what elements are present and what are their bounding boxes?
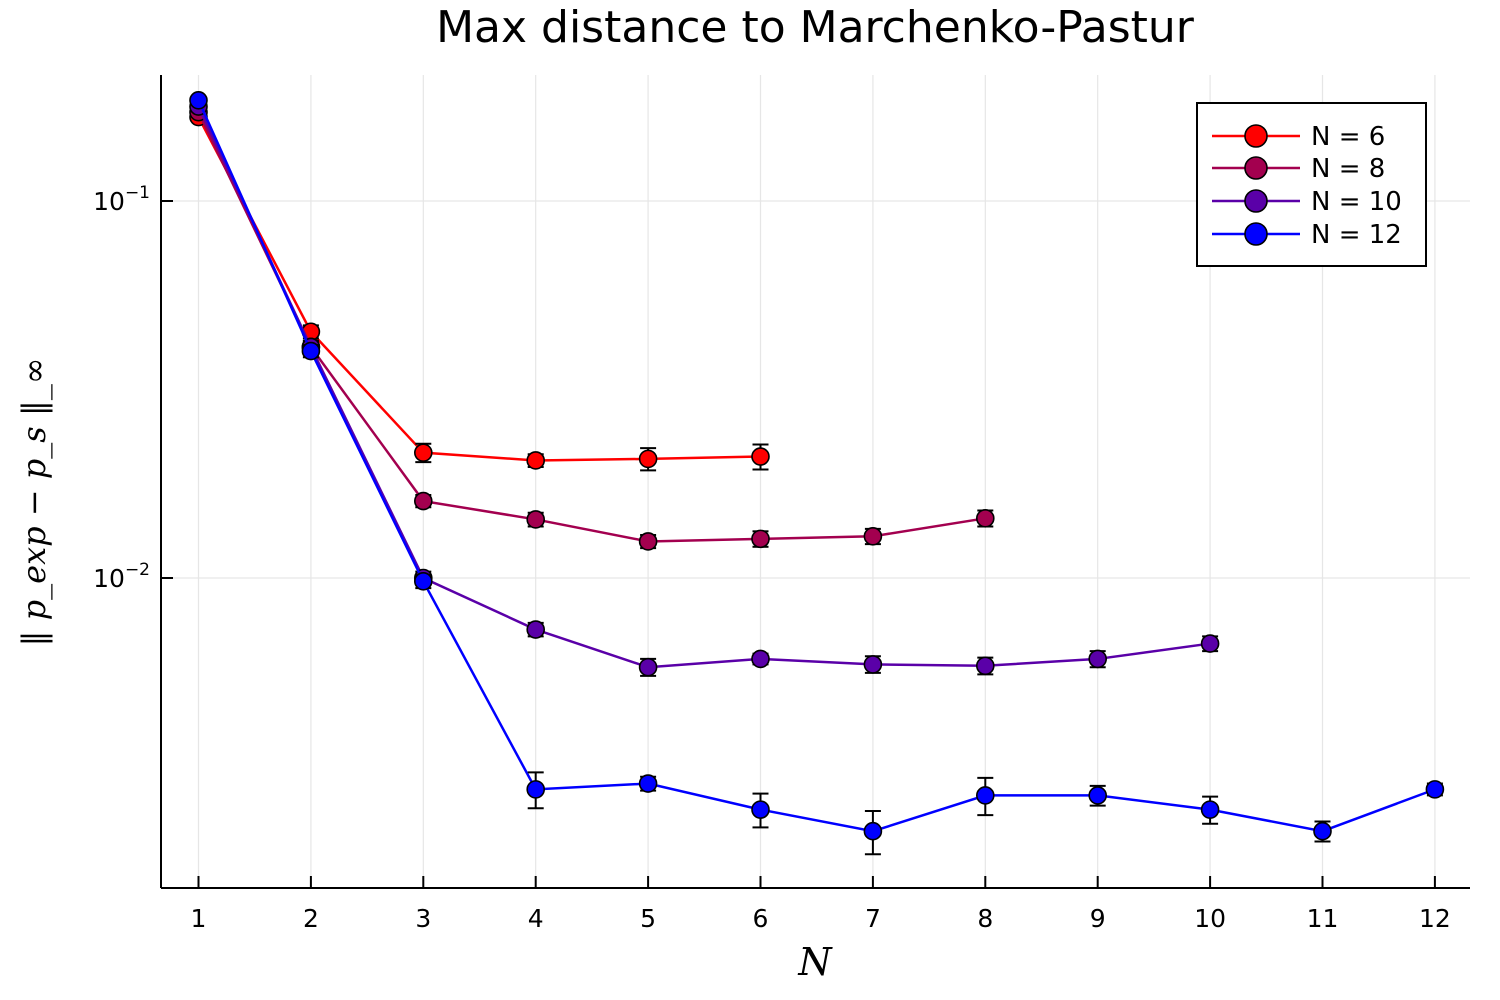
- legend-marker: [1244, 124, 1268, 148]
- axes: [160, 75, 1470, 889]
- x-tick-label: 1: [191, 904, 207, 933]
- y-axis-label: ‖ p_exp − p_s ‖_∞: [15, 357, 53, 646]
- series: [189, 90, 1445, 856]
- data-point: [526, 510, 546, 529]
- data-point: [975, 508, 995, 528]
- legend-label: N = 8: [1311, 154, 1385, 184]
- legend-marker: [1244, 222, 1268, 246]
- data-point: [863, 655, 883, 674]
- chart-title: Max distance to Marchenko-Pastur: [436, 2, 1195, 53]
- data-point: [751, 447, 770, 466]
- data-point: [1200, 634, 1220, 653]
- x-tick-label: 6: [753, 904, 769, 933]
- series-line: [197, 111, 986, 543]
- x-tick-label: 11: [1307, 904, 1339, 933]
- series-line: [197, 99, 1436, 833]
- legend-label: N = 12: [1311, 220, 1402, 250]
- series-line: [197, 116, 761, 462]
- data-point: [413, 443, 433, 462]
- data-point: [638, 774, 658, 793]
- legend-label: N = 6: [1311, 122, 1385, 152]
- grid: [161, 75, 1470, 888]
- x-axis-label: N: [797, 940, 833, 984]
- data-point: [413, 572, 433, 591]
- legend-box: [1196, 102, 1427, 267]
- data-point: [1088, 649, 1107, 669]
- y-ticks: 10−2 10−1: [93, 183, 173, 593]
- series-line: [197, 106, 1211, 669]
- series-N = 6: [189, 107, 770, 472]
- x-tick-label: 9: [1090, 904, 1106, 933]
- data-point: [751, 800, 770, 819]
- x-tick-label: 8: [977, 904, 993, 933]
- series-N = 12: [189, 90, 1445, 856]
- data-point: [863, 821, 883, 841]
- x-ticks: 1 2 3 4 5 6 7 8 9 10 11 12: [191, 876, 1451, 933]
- data-point: [413, 491, 433, 511]
- y-tick-label: 10−2: [93, 560, 150, 593]
- data-point: [526, 620, 546, 639]
- legend: N = 6N = 8N = 10N = 12: [1196, 102, 1427, 267]
- data-point: [638, 449, 658, 469]
- data-point: [638, 532, 658, 551]
- data-point: [751, 649, 770, 669]
- data-point: [975, 786, 995, 805]
- x-tick-label: 7: [865, 904, 881, 933]
- data-point: [1313, 821, 1332, 841]
- x-tick-label: 4: [528, 904, 544, 933]
- data-point: [301, 341, 321, 361]
- x-tick-label: 10: [1194, 904, 1226, 933]
- x-tick-label: 5: [640, 904, 656, 933]
- data-point: [189, 90, 208, 110]
- data-point: [526, 451, 546, 470]
- legend-marker: [1244, 189, 1268, 213]
- legend-marker: [1244, 156, 1268, 180]
- data-point: [975, 656, 995, 676]
- data-point: [638, 657, 658, 677]
- series-N = 8: [189, 102, 995, 551]
- x-tick-label: 3: [415, 904, 431, 933]
- data-point: [863, 527, 883, 546]
- legend-label: N = 10: [1311, 187, 1402, 217]
- data-point: [526, 780, 546, 799]
- data-point: [1088, 786, 1107, 805]
- y-tick-label: 10−1: [93, 183, 150, 216]
- data-point: [1425, 780, 1445, 799]
- data-point: [1200, 800, 1220, 819]
- data-point: [751, 529, 770, 549]
- x-tick-label: 12: [1419, 904, 1451, 933]
- x-tick-label: 2: [303, 904, 319, 933]
